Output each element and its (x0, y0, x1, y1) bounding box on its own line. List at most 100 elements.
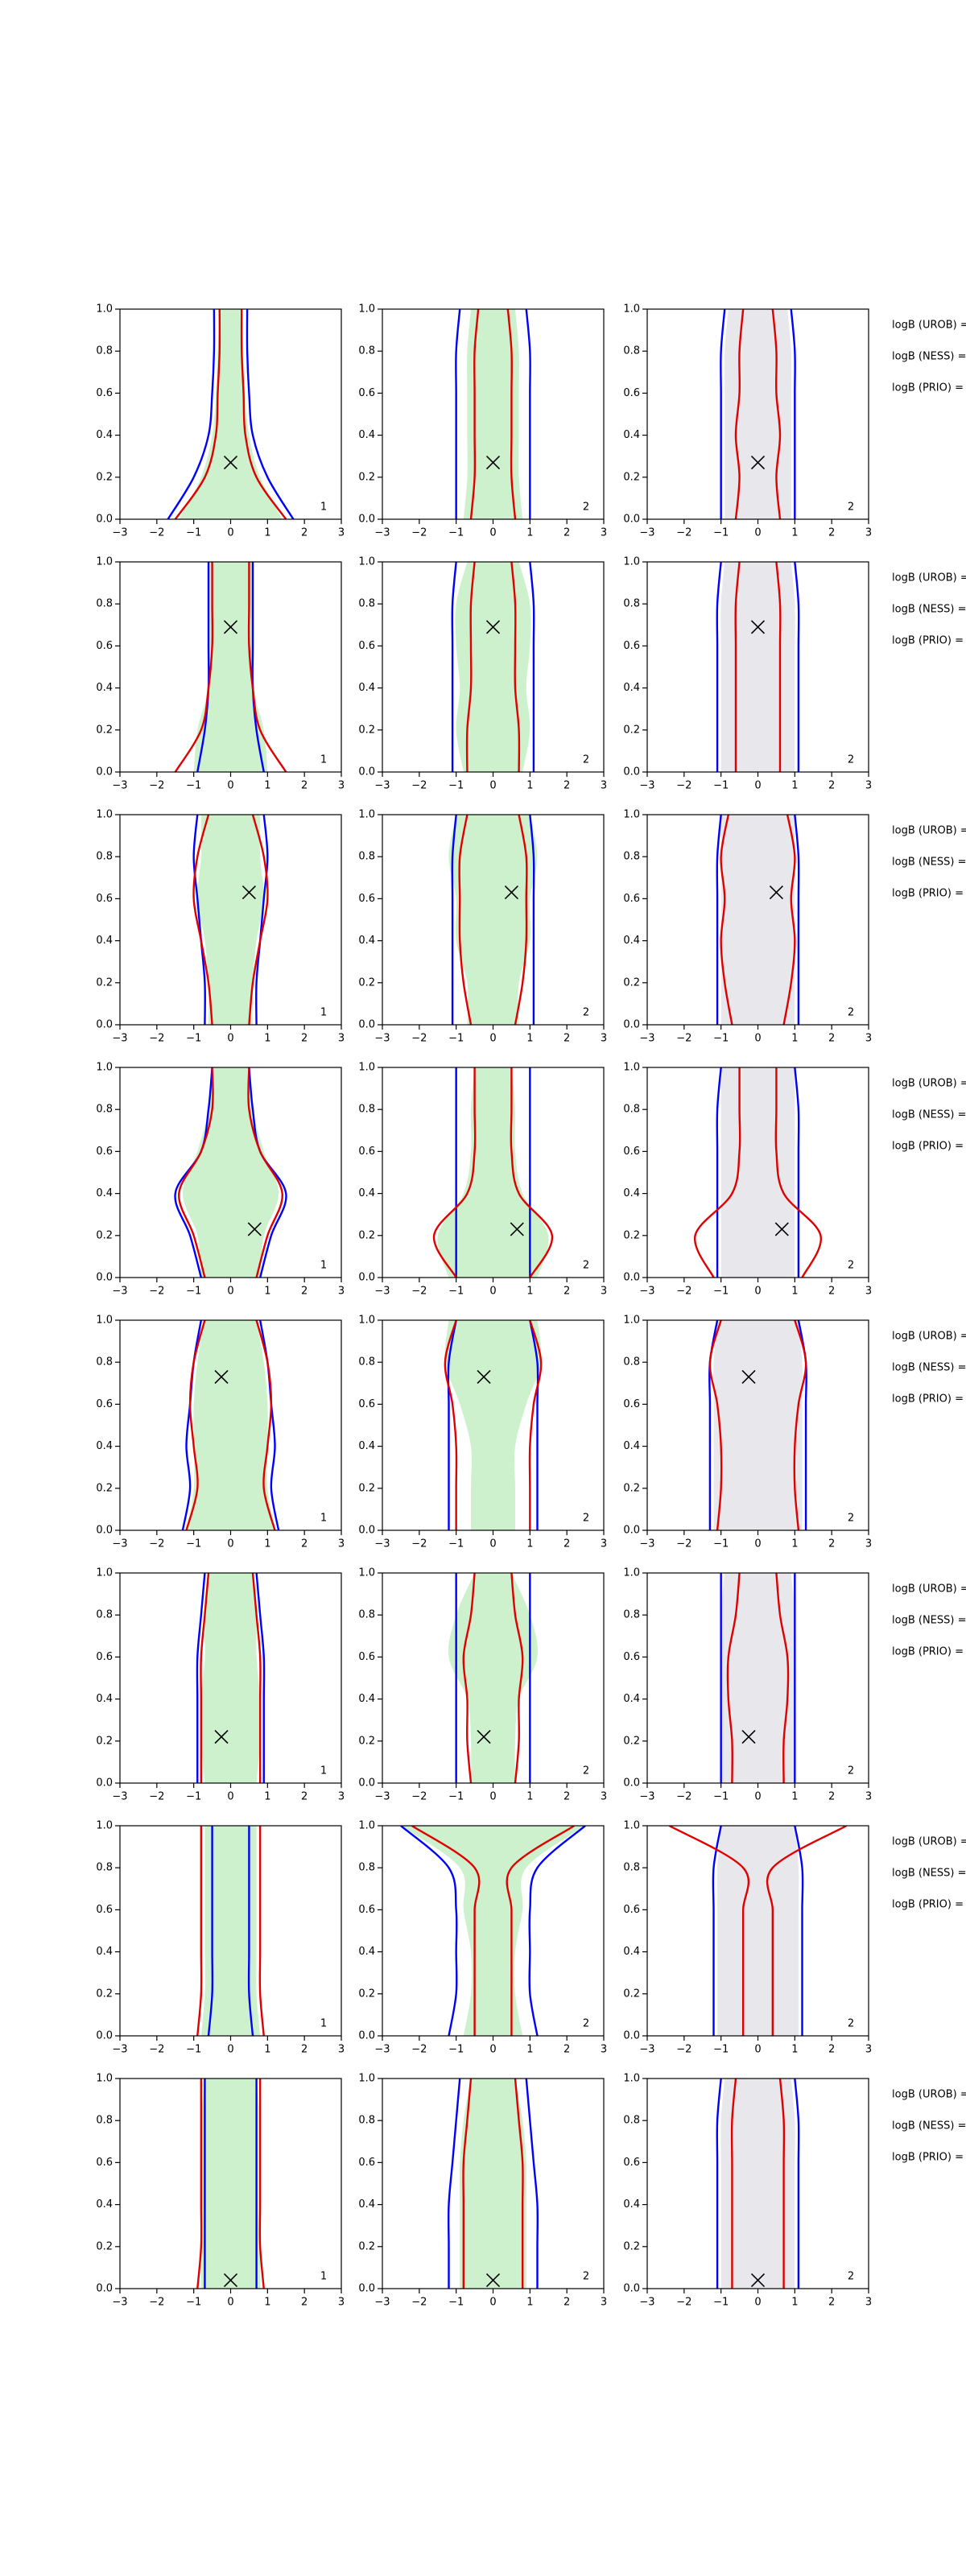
x-tick-label: −2 (676, 780, 691, 792)
x-tick-label: 0 (227, 1286, 233, 1298)
x-tick-label: −2 (411, 2044, 427, 2056)
x-tick-label: −3 (112, 780, 127, 792)
x-tick-label: −2 (676, 1538, 691, 1550)
contour-line (455, 309, 461, 519)
x-tick-label: −2 (676, 1791, 691, 1803)
y-tick-label: 0.8 (96, 851, 113, 863)
x-tick-label: −1 (713, 1538, 729, 1550)
x-tick-label: 1 (264, 1538, 270, 1550)
y-tick-label: 0.8 (358, 851, 375, 863)
x-tick-label: 0 (489, 1286, 496, 1298)
y-tick-label: 0.4 (358, 1693, 375, 1705)
plot-area (196, 1573, 266, 1783)
y-tick-label: 0.0 (358, 1019, 375, 1031)
contour-line (716, 815, 722, 1025)
y-tick-label: 0.6 (358, 2157, 375, 2169)
y-tick-label: 0.6 (623, 1904, 640, 1916)
y-tick-label: 0.4 (96, 935, 113, 947)
y-tick-label: 0.0 (623, 2283, 640, 2295)
y-tick-label: 0.0 (623, 2030, 640, 2042)
contour-line (251, 562, 265, 772)
y-tick-label: 0.2 (358, 1735, 375, 1747)
x-tick-label: −2 (411, 780, 427, 792)
y-tick-label: 0.6 (96, 1651, 113, 1663)
x-tick-label: 0 (227, 1033, 233, 1045)
contour-line (451, 562, 457, 772)
marker-stroke (242, 886, 256, 900)
x-tick-label: 1 (791, 2044, 798, 2056)
contour-line (207, 1826, 214, 2036)
x-tick-label: 3 (338, 2297, 345, 2309)
contour-line (529, 562, 535, 772)
contour-line (196, 2079, 203, 2289)
contour-line (529, 815, 535, 1025)
x-tick-label: 1 (791, 1791, 798, 1803)
x-tick-label: −1 (186, 527, 201, 539)
y-tick-label: 0.8 (358, 2115, 375, 2127)
x-tick-label: −3 (374, 2044, 390, 2056)
contour-line (794, 1826, 804, 2036)
x-tick-label: −3 (374, 1033, 390, 1045)
y-tick-label: 1.0 (96, 303, 113, 316)
y-tick-label: 0.2 (96, 1735, 113, 1747)
y-tick-label: 0.4 (358, 2198, 375, 2211)
y-tick-label: 1.0 (358, 1315, 375, 1327)
density-fill (179, 309, 283, 519)
x-tick-label: −3 (112, 1538, 127, 1550)
y-tick-label: 0.2 (96, 1229, 113, 1241)
x-tick-label: −2 (149, 1791, 164, 1803)
y-tick-label: 0.8 (96, 1104, 113, 1116)
contour-line (775, 1573, 790, 1783)
contour-line (514, 815, 528, 1025)
annotation: logB (NESS) = (892, 1615, 966, 1627)
marker-stroke (223, 620, 238, 634)
plot-area (448, 815, 538, 1025)
x-tick-label: 1 (791, 527, 798, 539)
y-tick-label: 0.8 (96, 2115, 113, 2127)
true-value-marker (774, 1222, 789, 1236)
true-value-marker (750, 620, 766, 634)
y-tick-label: 0.2 (358, 2240, 375, 2252)
marker-stroke (750, 620, 766, 634)
contour-line (469, 309, 480, 519)
x-tick-label: −2 (411, 1538, 427, 1550)
x-tick-label: 0 (489, 527, 496, 539)
y-tick-label: 0.0 (358, 2283, 375, 2295)
x-tick-label: 0 (489, 1033, 496, 1045)
contour-line (192, 815, 206, 1025)
x-tick-label: 0 (227, 780, 233, 792)
x-tick-label: 2 (301, 780, 308, 792)
y-tick-label: 0.2 (358, 1988, 375, 2000)
y-tick-label: 0.2 (96, 471, 113, 483)
y-tick-label: 0.2 (96, 976, 113, 989)
annotation: logB (PRIO) = (892, 1646, 964, 1658)
panel-label: 2 (583, 754, 589, 766)
x-tick-label: −3 (639, 780, 654, 792)
x-tick-label: 2 (828, 780, 835, 792)
true-value-marker (741, 1730, 756, 1744)
y-tick-label: 0.4 (358, 1187, 375, 1199)
annotation: logB (UROB) = (892, 1078, 966, 1090)
y-tick-label: 1.0 (623, 1315, 640, 1327)
marker-stroke (750, 455, 766, 470)
x-tick-label: −1 (186, 2297, 201, 2309)
panel-label: 2 (848, 502, 854, 514)
y-tick-label: 1.0 (358, 1062, 375, 1074)
y-tick-label: 0.6 (96, 893, 113, 905)
y-tick-label: 1.0 (96, 1315, 113, 1327)
y-tick-label: 1.0 (96, 1062, 113, 1074)
contour-line (771, 309, 782, 519)
x-tick-label: −1 (448, 1538, 464, 1550)
x-tick-label: 1 (264, 527, 270, 539)
y-tick-label: 0.2 (623, 1229, 640, 1241)
y-tick-label: 0.0 (358, 514, 375, 526)
contour-line (167, 309, 216, 519)
y-tick-label: 0.4 (623, 1440, 640, 1452)
annotation: logB (PRIO) = (892, 1141, 964, 1153)
true-value-marker (485, 620, 501, 634)
x-tick-label: −1 (713, 1286, 729, 1298)
x-tick-label: 3 (865, 1286, 872, 1298)
plot-area (694, 1067, 822, 1278)
contour-line (794, 1067, 800, 1278)
marker-stroke (769, 886, 783, 900)
